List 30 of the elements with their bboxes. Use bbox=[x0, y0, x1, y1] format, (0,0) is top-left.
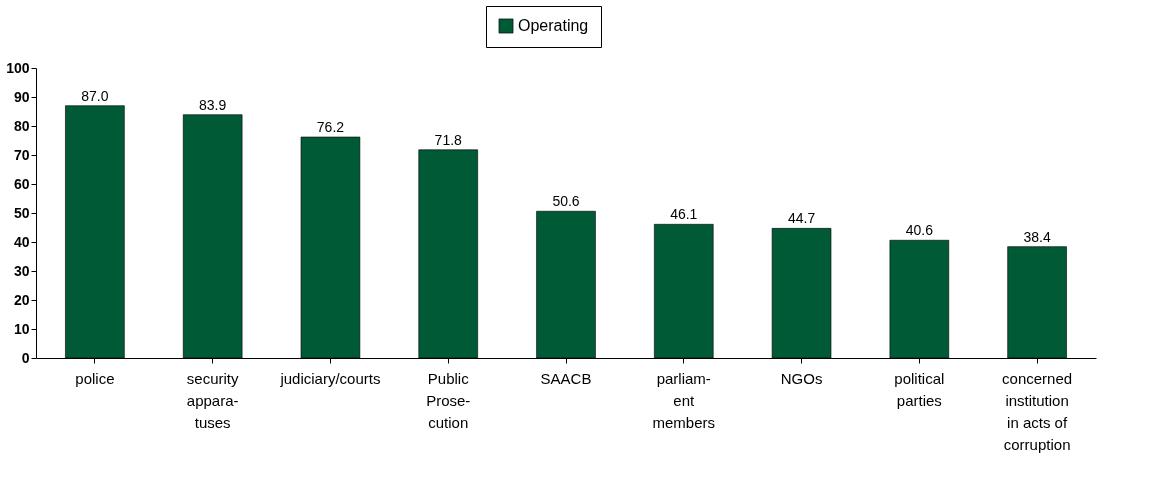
x-tick-label: SAACB bbox=[540, 369, 592, 387]
y-tick-label: 50 bbox=[13, 204, 30, 221]
y-tick-label: 0 bbox=[21, 349, 30, 366]
data-label: 76.2 bbox=[316, 119, 345, 136]
data-label: 40.6 bbox=[905, 222, 934, 239]
data-label: 46.1 bbox=[670, 206, 698, 223]
x-tick-label: NGOs bbox=[780, 369, 823, 387]
y-tick-label: 70 bbox=[13, 146, 30, 163]
y-tick-label: 40 bbox=[13, 233, 30, 250]
data-label: 87.0 bbox=[81, 87, 109, 104]
x-tick-label: judiciary/courts bbox=[279, 369, 381, 387]
legend-label: Operating bbox=[518, 17, 589, 34]
data-label: 71.8 bbox=[434, 131, 463, 148]
y-tick-label: 10 bbox=[13, 320, 30, 337]
x-tick-label: security appara- tuses bbox=[186, 369, 239, 431]
y-tick-label: 20 bbox=[13, 291, 30, 308]
y-tick-label: 100 bbox=[6, 59, 30, 76]
x-tick-label: Public Prose- cution bbox=[426, 369, 471, 431]
y-tick-label: 30 bbox=[13, 262, 30, 279]
x-tick-label: police bbox=[75, 369, 115, 387]
y-tick-label: 60 bbox=[13, 175, 30, 192]
y-tick-label: 90 bbox=[13, 88, 30, 105]
x-tick-label: parliam- ent members bbox=[652, 369, 716, 431]
data-label: 50.6 bbox=[552, 193, 580, 210]
data-label: 38.4 bbox=[1023, 228, 1051, 245]
y-tick-label: 80 bbox=[13, 117, 30, 134]
x-tick-label: concerned institution in acts of corruption bbox=[1002, 369, 1073, 453]
data-label: 83.9 bbox=[199, 96, 227, 113]
data-label: 44.7 bbox=[787, 210, 816, 227]
x-tick-label: political parties bbox=[894, 369, 945, 409]
